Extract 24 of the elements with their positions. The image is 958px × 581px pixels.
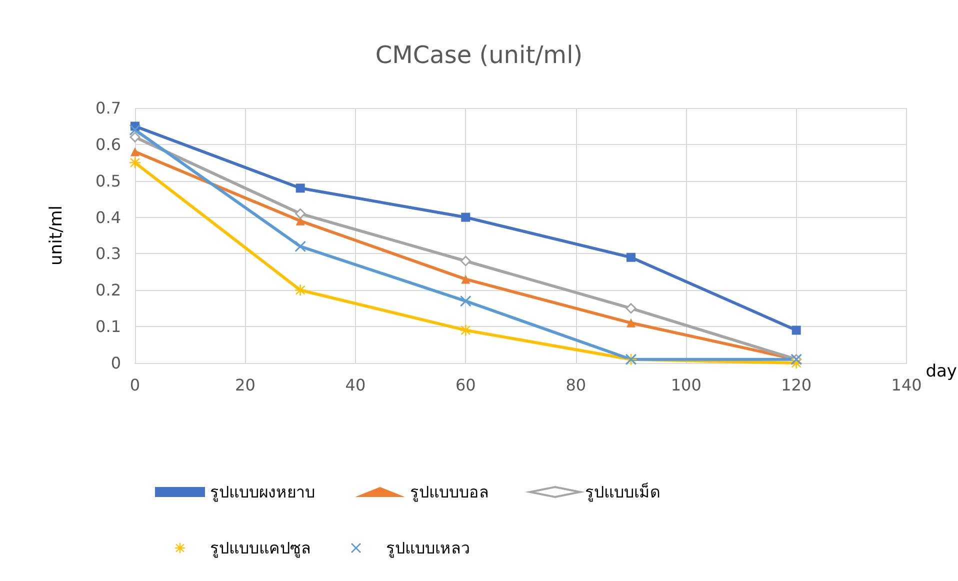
x-tick-label: 20 (235, 376, 256, 394)
y-tick-label: 0.1 (96, 317, 121, 336)
y-tick-label: 0.2 (96, 280, 121, 300)
x-tick-label: 120 (781, 376, 812, 394)
y-tick-label: 0.6 (96, 134, 121, 154)
legend-label: รูปแบบแคปซูล (210, 538, 311, 558)
x-tick-label: 140 (891, 376, 922, 394)
y-axis-title: unit/ml (46, 206, 66, 266)
y-tick-label: 0 (110, 354, 121, 372)
legend-label: รูปแบบบอล (410, 482, 489, 502)
y-tick-label: 0.3 (96, 244, 121, 264)
legend-label: รูปแบบเม็ด (585, 482, 660, 502)
y-tick-label: 0.4 (96, 208, 121, 227)
y-tick-label: 0.5 (96, 171, 121, 190)
legend-label: รูปแบบเหลว (386, 538, 470, 558)
x-tick-label: 80 (566, 376, 586, 394)
chart-title: CMCase (unit/ml) (375, 41, 583, 69)
x-tick-label: 100 (670, 376, 702, 394)
legend-label: รูปแบบผงหยาบ (210, 482, 315, 502)
x-axis-title: day (926, 362, 957, 382)
x-tick-label: 0 (130, 376, 140, 394)
x-tick-label: 60 (455, 376, 476, 394)
y-tick-label: 0.7 (96, 98, 121, 118)
x-tick-label: 40 (345, 376, 366, 394)
